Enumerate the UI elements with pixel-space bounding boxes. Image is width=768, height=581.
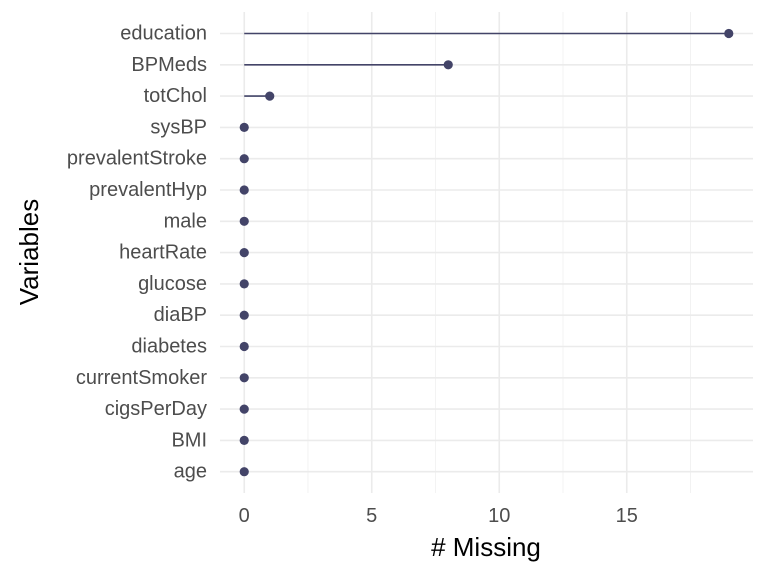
lollipop-marks bbox=[239, 28, 734, 477]
x-tick-label: 10 bbox=[488, 505, 510, 527]
lollipop-point-prevalentHyp bbox=[239, 185, 249, 195]
lollipop-point-currentSmoker bbox=[239, 373, 249, 383]
lollipop-point-heartRate bbox=[239, 248, 249, 258]
y-tick-label: heartRate bbox=[119, 242, 207, 264]
lollipop-point-BMI bbox=[239, 435, 249, 445]
lollipop-point-glucose bbox=[239, 279, 249, 289]
y-tick-label: diabetes bbox=[131, 336, 207, 358]
y-tick-label: prevalentHyp bbox=[89, 179, 207, 201]
y-tick-label: male bbox=[164, 210, 207, 232]
lollipop-point-male bbox=[239, 216, 249, 226]
x-tick-label: 15 bbox=[616, 505, 638, 527]
y-tick-label: BMI bbox=[171, 429, 207, 451]
y-tick-label: sysBP bbox=[150, 116, 207, 138]
lollipop-point-diaBP bbox=[239, 310, 249, 320]
lollipop-point-diabetes bbox=[239, 341, 249, 352]
lollipop-point-totChol bbox=[265, 91, 275, 101]
grid bbox=[220, 12, 753, 493]
y-tick-label: age bbox=[174, 461, 207, 483]
y-tick-label: cigsPerDay bbox=[105, 398, 207, 420]
y-tick-label: glucose bbox=[138, 273, 207, 295]
lollipop-point-education bbox=[724, 28, 734, 39]
x-tick-label: 5 bbox=[366, 505, 377, 527]
y-tick-label: currentSmoker bbox=[76, 367, 207, 389]
y-tick-label: BPMeds bbox=[131, 54, 207, 76]
lollipop-point-cigsPerDay bbox=[239, 404, 249, 414]
x-axis-title: # Missing bbox=[431, 532, 541, 562]
y-tick-label: prevalentStroke bbox=[67, 148, 207, 170]
y-tick-label: education bbox=[120, 23, 207, 45]
lollipop-point-sysBP bbox=[239, 122, 249, 132]
y-axis-title: Variables bbox=[14, 199, 44, 305]
y-tick-label: diaBP bbox=[154, 304, 207, 326]
x-axis-ticks: 0 5 10 15 bbox=[239, 505, 638, 527]
lollipop-point-age bbox=[239, 467, 249, 477]
y-axis-ticks: education BPMeds totChol sysBP prevalentStro… bbox=[67, 23, 207, 483]
y-tick-label: totChol bbox=[144, 85, 207, 107]
lollipop-point-prevalentStroke bbox=[239, 154, 249, 164]
x-tick-label: 0 bbox=[239, 505, 250, 527]
lollipop-point-BPMeds bbox=[443, 60, 453, 70]
